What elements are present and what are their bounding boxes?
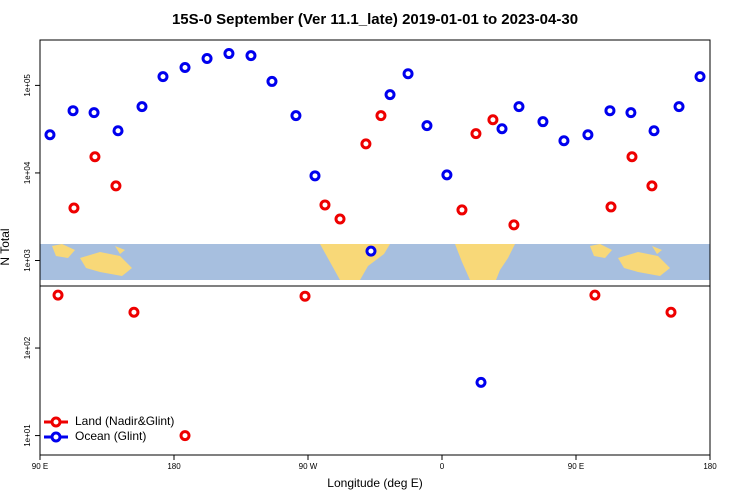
- legend-marker: [50, 431, 62, 443]
- point: [496, 123, 508, 135]
- point: [68, 202, 80, 214]
- point: [456, 204, 468, 216]
- point: [384, 89, 396, 101]
- chart-title: 15S-0 September (Ver 11.1_late) 2019-01-…: [172, 11, 578, 28]
- point: [365, 245, 377, 257]
- point: [266, 75, 278, 87]
- point: [179, 430, 191, 442]
- legend-label: Land (Nadir&Glint): [75, 414, 174, 428]
- point: [112, 125, 124, 137]
- point: [309, 170, 321, 182]
- point: [487, 114, 499, 126]
- legend-marker: [50, 416, 62, 428]
- y-tick-label: 1e+05: [23, 74, 32, 97]
- point: [665, 306, 677, 318]
- x-tick-label: 180: [167, 462, 181, 471]
- point: [646, 180, 658, 192]
- x-tick-label: 90 E: [32, 462, 48, 471]
- point: [508, 219, 520, 231]
- y-tick-label: 1e+04: [23, 161, 32, 184]
- point: [128, 306, 140, 318]
- point: [110, 180, 122, 192]
- x-axis-label: Longitude (deg E): [327, 476, 422, 490]
- point: [375, 110, 387, 122]
- point: [582, 129, 594, 141]
- x-tick-label: 180: [703, 462, 717, 471]
- point: [421, 120, 433, 132]
- point: [537, 116, 549, 128]
- point: [245, 50, 257, 62]
- point: [89, 151, 101, 163]
- point: [319, 199, 331, 211]
- point: [223, 48, 235, 60]
- point: [88, 107, 100, 119]
- point: [475, 376, 487, 388]
- point: [558, 135, 570, 147]
- point: [299, 290, 311, 302]
- point: [290, 110, 302, 122]
- y-axis-label: N Total: [0, 228, 12, 265]
- point: [694, 71, 706, 83]
- point: [589, 289, 601, 301]
- point: [136, 101, 148, 113]
- point: [179, 62, 191, 74]
- legend-label: Ocean (Glint): [75, 429, 146, 443]
- point: [52, 289, 64, 301]
- point: [44, 129, 56, 141]
- point: [402, 68, 414, 80]
- x-tick-label: 90 E: [568, 462, 584, 471]
- point: [648, 125, 660, 137]
- point: [67, 105, 79, 117]
- point: [157, 71, 169, 83]
- y-tick-label: 1e+01: [23, 424, 32, 447]
- point: [201, 52, 213, 64]
- x-tick-label: 90 W: [299, 462, 318, 471]
- y-tick-label: 1e+03: [23, 249, 32, 272]
- plot-frame: [39, 39, 711, 456]
- point: [470, 128, 482, 140]
- point: [513, 101, 525, 113]
- point: [334, 213, 346, 225]
- y-tick-label: 1e+02: [23, 336, 32, 359]
- point: [626, 151, 638, 163]
- point: [625, 107, 637, 119]
- point: [604, 105, 616, 117]
- point: [360, 138, 372, 150]
- point: [605, 201, 617, 213]
- point: [673, 101, 685, 113]
- x-tick-label: 0: [440, 462, 445, 471]
- point: [441, 169, 453, 181]
